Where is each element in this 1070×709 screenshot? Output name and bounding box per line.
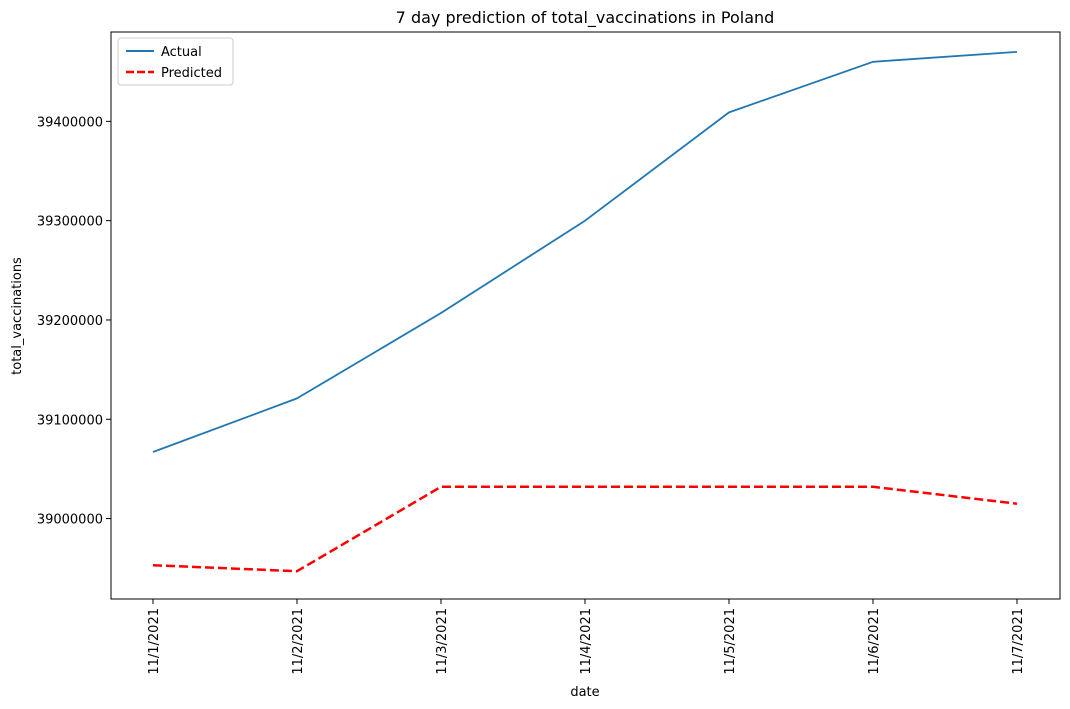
y-axis: 39000000 39100000 39200000 39300000 39400000 bbox=[37, 115, 111, 528]
y-axis-label: total_vaccinations bbox=[10, 257, 25, 375]
x-axis: 11/1/2021 11/2/2021 11/3/2021 11/4/2021 11/5… bbox=[147, 599, 1026, 675]
x-axis-label: date bbox=[570, 685, 599, 700]
x-tick-label: 11/2/2021 bbox=[291, 608, 306, 675]
y-tick-label: 39400000 bbox=[37, 115, 103, 130]
y-tick-label: 39000000 bbox=[37, 513, 103, 528]
series-line-actual bbox=[152, 51, 1018, 453]
legend: Actual Predicted bbox=[117, 37, 234, 86]
x-tick-label: 11/3/2021 bbox=[435, 608, 450, 675]
y-tick-label: 39100000 bbox=[37, 413, 103, 428]
series-layer bbox=[152, 51, 1018, 573]
x-tick-label: 11/6/2021 bbox=[867, 608, 882, 675]
chart-title: 7 day prediction of total_vaccinations i… bbox=[396, 8, 775, 28]
x-tick-label: 11/7/2021 bbox=[1011, 608, 1026, 675]
y-tick-label: 39200000 bbox=[37, 314, 103, 329]
legend-label-predicted: Predicted bbox=[161, 66, 222, 81]
x-tick-label: 11/4/2021 bbox=[579, 608, 594, 675]
x-tick-label: 11/5/2021 bbox=[723, 608, 738, 675]
legend-label-actual: Actual bbox=[161, 45, 202, 60]
y-tick-label: 39300000 bbox=[37, 215, 103, 230]
x-tick-label: 11/1/2021 bbox=[147, 608, 162, 675]
legend-box bbox=[117, 37, 234, 86]
